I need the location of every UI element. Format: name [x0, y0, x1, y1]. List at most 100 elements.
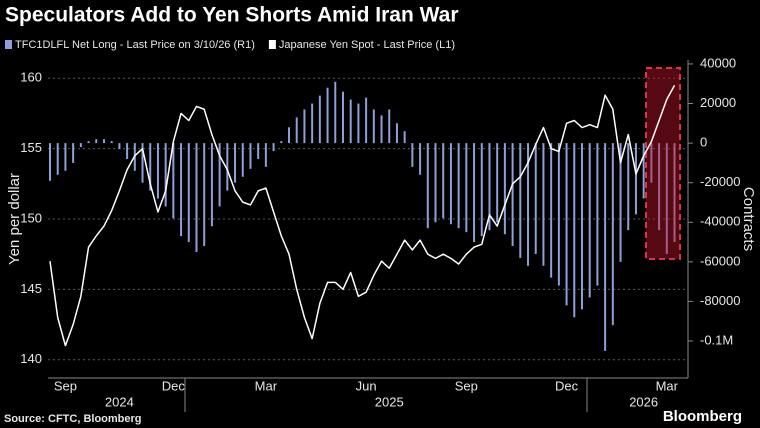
bar	[149, 143, 152, 191]
legend-marker	[5, 40, 12, 49]
bar	[658, 143, 661, 231]
bar	[87, 141, 90, 144]
bar	[280, 141, 283, 144]
bar	[573, 143, 576, 318]
bar	[519, 143, 522, 258]
bar	[473, 143, 476, 243]
bar	[434, 143, 437, 223]
highlight-box	[645, 67, 681, 260]
bar	[673, 143, 676, 243]
bar	[102, 139, 105, 144]
bar	[550, 143, 553, 278]
bar	[288, 127, 291, 144]
legend-label: Japanese Yen Spot - Last Price (L1)	[279, 39, 455, 51]
legend-label: TFC1DLFL Net Long - Last Price on 3/10/2…	[15, 39, 255, 51]
y-axis-title: Yen per dollar	[6, 173, 23, 265]
y-tick-label: 145	[20, 281, 42, 296]
x-tick-label: Dec	[555, 378, 579, 393]
bar	[210, 143, 213, 227]
x-tick-label: Jun	[356, 378, 377, 393]
bar	[388, 109, 391, 144]
x-tick-label: Sep	[54, 378, 77, 393]
bar	[580, 143, 583, 310]
bar	[126, 143, 129, 159]
bar	[380, 115, 383, 144]
bar	[195, 143, 198, 252]
x-tick-label: Mar	[656, 378, 679, 393]
bar	[226, 143, 229, 191]
bar	[311, 103, 314, 144]
bar	[303, 109, 306, 144]
bar	[457, 143, 460, 229]
legend-marker	[268, 40, 276, 49]
bar	[604, 143, 607, 351]
bar	[588, 143, 591, 298]
source: Source: CFTC, Bloomberg	[4, 413, 142, 425]
bar	[449, 143, 452, 225]
x-tick-label: Sep	[455, 378, 478, 393]
line	[49, 84, 676, 347]
bar	[218, 143, 221, 207]
y2-tick-label: 20000	[700, 95, 736, 110]
bar	[257, 143, 260, 159]
y2-tick-label: -20000	[700, 174, 740, 189]
bar	[650, 143, 653, 183]
y2-tick-label: -0.1M	[700, 332, 733, 347]
x-year-label: 2024	[105, 394, 134, 409]
bar	[527, 143, 530, 266]
brand: Bloomberg	[663, 408, 742, 425]
bar	[172, 143, 175, 219]
bar	[611, 143, 614, 326]
bar	[395, 123, 398, 144]
bar	[203, 143, 206, 247]
legend: TFC1DLFL Net Long - Last Price on 3/10/2…	[5, 39, 455, 51]
bar	[349, 99, 352, 144]
bar	[511, 143, 514, 247]
bar	[141, 143, 144, 183]
bar	[264, 143, 267, 167]
bar	[619, 143, 622, 262]
x-year-label: 2025	[375, 394, 404, 409]
bar	[187, 143, 190, 243]
y-tick-label: 140	[20, 351, 42, 366]
line-series	[49, 84, 676, 347]
bar	[64, 143, 67, 171]
bar	[534, 143, 537, 254]
bar	[72, 143, 75, 163]
bar	[180, 143, 183, 237]
bar	[341, 91, 344, 144]
y2-tick-label: 40000	[700, 55, 736, 70]
bar	[634, 143, 637, 215]
bar	[234, 143, 237, 183]
x-year-label: 2026	[629, 394, 658, 409]
bar	[488, 143, 491, 231]
bar	[326, 87, 329, 144]
bar	[334, 81, 337, 144]
bar	[627, 143, 630, 231]
y-tick-label: 160	[20, 70, 42, 85]
bar-series	[49, 81, 676, 351]
bar	[156, 143, 159, 199]
bar	[118, 143, 121, 150]
y2-tick-label: 0	[700, 135, 707, 150]
bar	[272, 143, 275, 152]
y2-tick-label: -60000	[700, 253, 740, 268]
bar	[642, 143, 645, 199]
bar	[596, 143, 599, 286]
bar	[665, 143, 668, 254]
bar	[164, 143, 167, 207]
bar	[503, 143, 506, 235]
bar	[79, 143, 82, 148]
x-tick-label: Mar	[255, 378, 278, 393]
y2-axis-title: Contracts	[740, 187, 757, 251]
bar	[357, 103, 360, 144]
bar	[565, 143, 568, 306]
bar	[249, 143, 252, 169]
y2-tick-label: -40000	[700, 214, 740, 229]
bar	[411, 143, 414, 167]
bar	[241, 143, 244, 177]
bar	[110, 141, 113, 144]
bar	[496, 143, 499, 223]
bar	[480, 143, 483, 237]
